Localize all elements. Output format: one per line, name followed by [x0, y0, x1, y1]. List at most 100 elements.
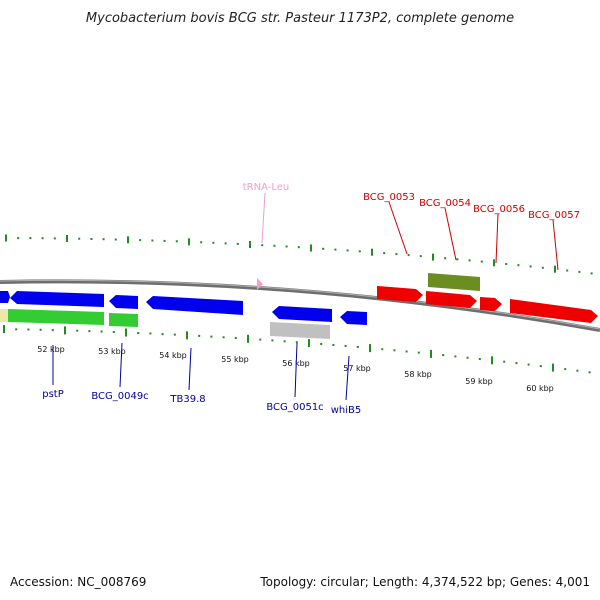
minor-tick: [566, 269, 569, 272]
minor-tick: [419, 255, 422, 258]
minor-tick: [161, 333, 164, 336]
minor-tick: [381, 348, 384, 351]
minor-tick: [505, 263, 508, 265]
gene-arrow-bcg-0051c[interactable]: [272, 306, 332, 322]
minor-tick: [346, 249, 349, 252]
gene-arrow-bcg-0056[interactable]: [480, 297, 502, 311]
map-title: Mycobacterium bovis BCG str. Pasteur 117…: [86, 11, 514, 26]
minor-tick: [29, 237, 32, 240]
gene-arrow-bcg-0057[interactable]: [510, 299, 598, 323]
minor-tick: [271, 339, 274, 342]
minus-gene-labels: pstP BCG_0049c TB39.8 BCG_0051c whiB5: [42, 342, 362, 416]
bcg-0049c-leader-line: [119, 342, 123, 388]
minor-tick: [15, 328, 18, 331]
minor-tick: [588, 371, 591, 374]
gene-arrow-tb39-8[interactable]: [146, 296, 243, 315]
major-tick: [5, 234, 7, 242]
minor-tick: [320, 343, 323, 345]
bcg-0054-label[interactable]: BCG_0054: [419, 198, 471, 209]
minor-tick: [503, 360, 506, 363]
trna-label[interactable]: tRNA-Leu: [243, 182, 289, 193]
gene-arrow-left-edge[interactable]: [0, 291, 10, 303]
major-tick: [371, 248, 373, 256]
major-tick: [249, 241, 251, 248]
minor-tick: [17, 237, 20, 240]
minor-tick: [578, 270, 581, 273]
scale-label-58: 58 kbp: [404, 370, 432, 379]
minor-tick: [261, 244, 264, 247]
minor-tick: [222, 336, 225, 339]
major-tick: [554, 265, 556, 273]
minor-tick: [149, 332, 152, 335]
bcg-0051c-leader-line: [294, 342, 298, 398]
minor-tick: [442, 354, 445, 357]
minor-tick: [76, 329, 79, 332]
minor-tick: [334, 248, 337, 251]
gene-arrow-pstP-region[interactable]: [10, 291, 104, 307]
minor-tick: [517, 264, 520, 267]
minor-tick: [590, 272, 593, 275]
major-tick: [310, 244, 312, 252]
bcg-0057-label[interactable]: BCG_0057: [528, 210, 580, 221]
gene-green-bcg-0049c[interactable]: [109, 313, 138, 327]
plus-strand-genes: [257, 273, 598, 323]
whib5-label[interactable]: whiB5: [331, 405, 362, 416]
minor-tick: [102, 238, 105, 241]
gene-gray-bcg-0051c[interactable]: [270, 322, 330, 339]
minor-tick: [444, 257, 447, 260]
gene-arrow-bcg-0053[interactable]: [377, 286, 423, 302]
minor-tick: [27, 328, 30, 331]
major-tick: [493, 259, 495, 267]
minor-tick: [163, 239, 166, 242]
gene-green-pstP[interactable]: [8, 309, 104, 325]
trna-leu-marker[interactable]: [257, 278, 263, 290]
major-tick: [308, 339, 310, 348]
secondary-track-genes: [0, 309, 330, 339]
upper-tick-row: [5, 234, 593, 275]
scale-label-52: 52 kbp: [37, 345, 65, 354]
minor-tick: [137, 332, 140, 334]
gene-olive-bcg-0054[interactable]: [428, 273, 480, 291]
genome-backbone: [0, 279, 600, 332]
tb39-8-label[interactable]: TB39.8: [169, 394, 205, 405]
scale-label-54: 54 kbp: [159, 351, 187, 360]
minus-strand-genes: [0, 291, 367, 325]
minor-tick: [407, 254, 410, 257]
minor-tick: [529, 265, 532, 268]
major-tick: [247, 334, 249, 343]
bcg-0056-label[interactable]: BCG_0056: [473, 204, 525, 215]
whib5-leader-line: [345, 355, 350, 401]
trna-leader-line: [261, 192, 266, 244]
minor-tick: [210, 335, 213, 338]
bcg-0053-label[interactable]: BCG_0053: [363, 192, 415, 203]
pstp-label[interactable]: pstP: [42, 389, 64, 400]
gene-arrow-bcg-0054[interactable]: [426, 291, 477, 308]
minor-tick: [322, 247, 325, 250]
minor-tick: [383, 252, 386, 255]
gene-beige-block[interactable]: [0, 309, 9, 322]
scale-label-57: 57 kbp: [343, 364, 371, 373]
bcg-0051c-label[interactable]: BCG_0051c: [266, 402, 323, 413]
minor-tick: [139, 239, 142, 242]
minor-tick: [468, 259, 471, 262]
minor-tick: [515, 362, 518, 365]
minor-tick: [234, 337, 237, 339]
major-tick: [188, 238, 190, 246]
gene-arrow-whib5[interactable]: [340, 311, 367, 325]
major-tick: [369, 344, 371, 353]
accession-text: Accession: NC_008769: [10, 575, 146, 589]
minor-tick: [395, 253, 398, 256]
minor-tick: [527, 363, 530, 366]
scale-label-53: 53 kbp: [98, 347, 126, 356]
minor-tick: [273, 244, 276, 247]
minor-tick: [454, 355, 457, 358]
bcg-0049c-label[interactable]: BCG_0049c: [91, 391, 148, 402]
minor-tick: [295, 341, 298, 344]
minor-tick: [478, 358, 481, 360]
major-tick: [66, 235, 68, 242]
scale-label-59: 59 kbp: [465, 377, 493, 386]
tb39-8-leader-line: [188, 347, 192, 391]
minor-tick: [393, 349, 396, 352]
gene-arrow-bcg-0049c[interactable]: [109, 295, 138, 309]
